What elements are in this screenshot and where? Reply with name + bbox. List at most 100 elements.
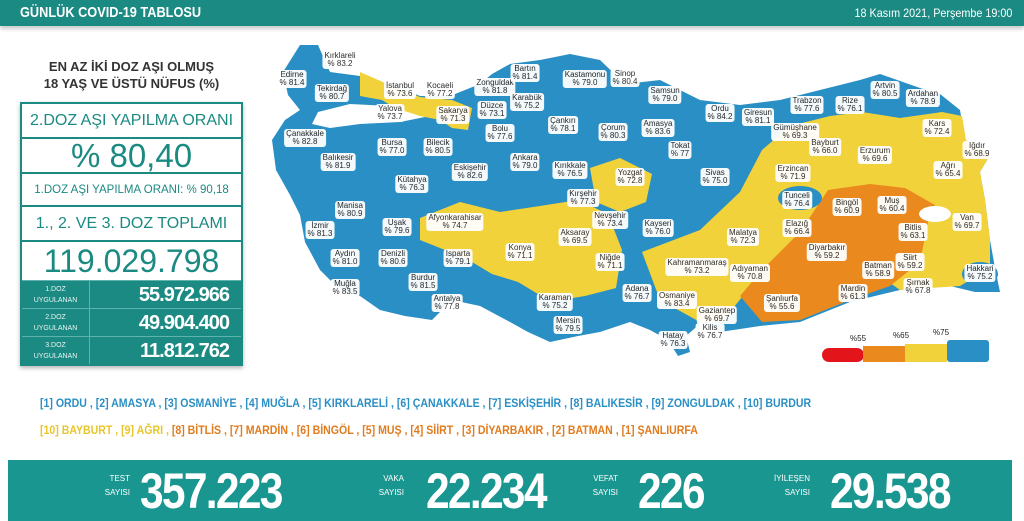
top-ranking: [1] ORDU , [2] AMASYA , [3] OSMANİYE , [… xyxy=(40,396,811,410)
title-line-2: 18 YAŞ VE ÜSTÜ NÜFUS (%) xyxy=(43,76,220,91)
total-value: 119.029.798 xyxy=(43,242,220,279)
legend-blue xyxy=(947,340,989,362)
province-value: % 76.4 xyxy=(784,199,810,208)
province-label: Düzce% 73.1 xyxy=(477,101,507,119)
province-name: Isparta xyxy=(445,249,471,258)
province-name: Muş xyxy=(884,196,900,205)
province-value: % 70.8 xyxy=(737,272,763,281)
bottom-ranking-yellow: [10] BAYBURT , [9] AĞRI , xyxy=(40,423,172,437)
province-label: Zonguldak% 81.8 xyxy=(474,78,516,96)
province-value: % 68.9 xyxy=(964,149,990,158)
stat-value: 226 xyxy=(638,463,706,519)
province-label: Tekirdağ% 80.7 xyxy=(314,84,350,102)
page-title: GÜNLÜK COVID-19 TABLOSU xyxy=(20,4,202,21)
province-value: % 74.7 xyxy=(442,221,468,230)
province-name: Manisa xyxy=(337,201,363,210)
province-name: Kastamonu xyxy=(564,70,606,79)
stat-label: SAYISI xyxy=(378,488,404,497)
province-value: % 81.4 xyxy=(512,72,538,81)
province-name: Hatay xyxy=(662,331,684,340)
province-label: Kayseri% 76.0 xyxy=(642,219,674,237)
province-label: Hatay% 76.3 xyxy=(658,331,688,349)
province-value: % 71.1 xyxy=(507,251,533,260)
stat-label: İYİLEŞEN xyxy=(773,474,810,483)
province-value: % 79.1 xyxy=(445,257,471,266)
date-text: 18 Kasım 2021, Perşembe 19:00 xyxy=(854,6,1012,20)
dose-row: 2.DOZ UYGULANAN 49.904.400 xyxy=(22,308,241,336)
province-name: Amasya xyxy=(643,119,673,128)
province-value: % 58.9 xyxy=(865,269,891,278)
province-name: Bartın xyxy=(514,64,536,73)
province-name: Bursa xyxy=(381,138,403,147)
province-label: Kırıkkale% 76.5 xyxy=(552,161,588,179)
province-value: % 83.4 xyxy=(664,299,690,308)
province-value: % 73.4 xyxy=(597,219,623,228)
province-name: Artvin xyxy=(874,81,896,90)
province-name: Bilecik xyxy=(426,138,450,147)
header-bar: GÜNLÜK COVID-19 TABLOSU 18 Kasım 2021, P… xyxy=(0,0,1024,26)
dose-value: 55.972.966 xyxy=(138,284,230,306)
province-label: Çankırı% 78.1 xyxy=(548,116,578,134)
legend-yellow xyxy=(905,344,947,362)
province-name: Giresun xyxy=(743,108,773,117)
legend-red xyxy=(822,348,864,362)
province-label: Çorum% 80.3 xyxy=(598,123,628,141)
vaccine-panel: 2.DOZ AŞI YAPILMA ORANI % 80,40 1.DOZ AŞ… xyxy=(20,102,243,366)
province-value: % 72.4 xyxy=(924,127,950,136)
province-label: Muş% 60.4 xyxy=(877,196,907,214)
province-label: Şırnak% 67.8 xyxy=(903,278,933,296)
stat-label: SAYISI xyxy=(592,488,618,497)
dose-row: 3.DOZ UYGULANAN 11.812.762 xyxy=(22,336,241,364)
province-name: Bayburt xyxy=(811,138,839,147)
province-label: Yalova% 73.7 xyxy=(375,104,405,122)
province-value: % 77.0 xyxy=(379,146,405,155)
province-value: % 79.0 xyxy=(652,94,678,103)
province-value: % 76.3 xyxy=(660,339,686,348)
province-label: Şanlıurfa% 55.6 xyxy=(763,294,801,312)
province-label: Mersin% 79.5 xyxy=(553,316,583,334)
province-name: Mersin xyxy=(555,316,580,325)
province-label: Trabzon% 77.6 xyxy=(790,96,824,114)
province-value: % 55.6 xyxy=(769,302,795,311)
province-name: Adıyaman xyxy=(731,264,769,273)
province-value: % 77.2 xyxy=(427,89,453,98)
province-label: Ağrı% 65.4 xyxy=(933,161,963,179)
province-name: Batman xyxy=(864,261,892,270)
stat-value: 29.538 xyxy=(830,463,951,519)
province-value: % 76.3 xyxy=(399,183,425,192)
province-label: Artvin% 80.5 xyxy=(870,81,900,99)
province-value: % 75.0 xyxy=(702,176,728,185)
province-name: Afyonkarahisar xyxy=(428,213,482,222)
province-name: Siirt xyxy=(903,253,917,262)
lake-van xyxy=(919,206,951,222)
province-name: Antalya xyxy=(433,294,461,303)
legend-orange xyxy=(863,346,905,362)
province-name: Edirne xyxy=(280,70,304,79)
province-label: Bursa% 77.0 xyxy=(377,138,407,156)
vaccine-panel-title: EN AZ İKİ DOZ AŞI OLMUŞ 18 YAŞ VE ÜSTÜ N… xyxy=(20,58,243,92)
province-name: Mardin xyxy=(840,284,866,293)
province-name: Erzurum xyxy=(859,146,891,155)
stat-label: SAYISI xyxy=(104,488,130,497)
province-label: Ordu% 84.2 xyxy=(705,104,735,122)
stat-value: 357.223 xyxy=(140,463,283,519)
dose-label: 2.DOZ xyxy=(45,314,66,321)
province-value: % 78.1 xyxy=(550,124,576,133)
province-value: % 63.1 xyxy=(900,231,926,240)
province-value: % 71.9 xyxy=(780,172,806,181)
province-name: Kilis xyxy=(702,323,718,332)
total-label: 1., 2. VE 3. DOZ TOPLAMI xyxy=(22,207,241,242)
province-value: % 81.1 xyxy=(745,116,771,125)
province-label: Bitlis% 63.1 xyxy=(898,223,928,241)
province-name: Kırşehir xyxy=(569,189,597,198)
province-value: % 83.2 xyxy=(327,59,353,68)
province-value: % 77.8 xyxy=(434,302,460,311)
province-label: İstanbul% 73.6 xyxy=(383,81,417,99)
dose-label: 3.DOZ xyxy=(45,342,66,349)
province-name: Uşak xyxy=(387,218,407,227)
province-value: % 80.4 xyxy=(612,77,638,86)
province-name: Tekirdağ xyxy=(316,84,348,93)
dose-value: 49.904.400 xyxy=(138,312,230,334)
legend-label: %75 xyxy=(933,328,950,337)
province-value: % 78.9 xyxy=(910,97,936,106)
